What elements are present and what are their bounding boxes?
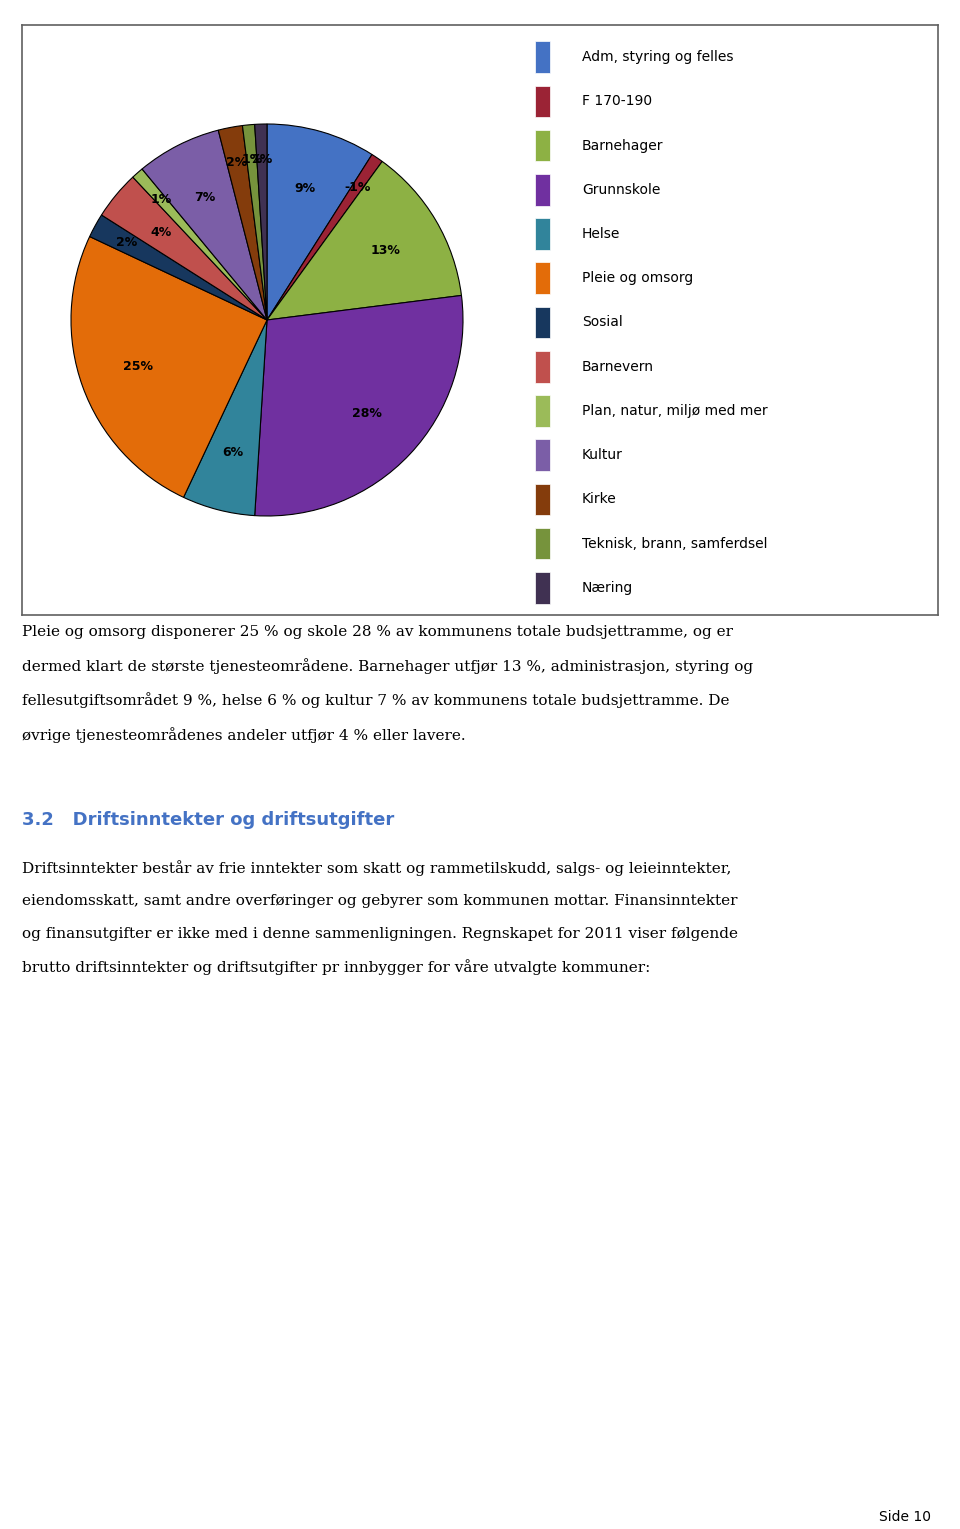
Bar xyxy=(535,439,550,471)
Bar xyxy=(535,130,550,162)
Text: Kirke: Kirke xyxy=(582,492,616,506)
Text: Side 10: Side 10 xyxy=(879,1511,931,1524)
Text: Grunnskole: Grunnskole xyxy=(582,183,660,197)
Text: 2%: 2% xyxy=(227,156,248,168)
Text: 2%: 2% xyxy=(115,235,136,249)
Bar xyxy=(535,307,550,338)
Text: Barnehager: Barnehager xyxy=(582,139,663,153)
Text: 1%: 1% xyxy=(150,193,171,206)
Text: Plan, natur, miljø med mer: Plan, natur, miljø med mer xyxy=(582,404,767,417)
Bar xyxy=(535,572,550,604)
Text: Helse: Helse xyxy=(582,226,620,242)
Text: 9%: 9% xyxy=(295,182,316,194)
Text: Barnevern: Barnevern xyxy=(582,359,654,373)
Bar xyxy=(535,41,550,73)
Text: 1%: 1% xyxy=(241,153,262,167)
Wedge shape xyxy=(254,124,267,320)
Bar xyxy=(535,86,550,118)
Wedge shape xyxy=(267,154,382,320)
Text: Sosial: Sosial xyxy=(582,315,622,330)
Wedge shape xyxy=(218,125,267,320)
Text: Driftsinntekter består av frie inntekter som skatt og rammetilskudd, salgs- og l: Driftsinntekter består av frie inntekter… xyxy=(22,859,738,976)
Text: 4%: 4% xyxy=(151,226,172,239)
Wedge shape xyxy=(71,237,267,497)
Text: Adm, styring og felles: Adm, styring og felles xyxy=(582,50,733,64)
Bar xyxy=(535,352,550,382)
Wedge shape xyxy=(142,130,267,320)
Text: Teknisk, brann, samferdsel: Teknisk, brann, samferdsel xyxy=(582,537,767,550)
Bar xyxy=(535,219,550,249)
Text: 1%: 1% xyxy=(252,153,273,165)
Text: -1%: -1% xyxy=(344,180,371,194)
Text: 6%: 6% xyxy=(223,446,244,459)
Wedge shape xyxy=(183,320,267,515)
Text: Pleie og omsorg disponerer 25 % og skole 28 % av kommunens totale budsjettramme,: Pleie og omsorg disponerer 25 % og skole… xyxy=(22,625,754,743)
Wedge shape xyxy=(243,124,267,320)
Bar xyxy=(535,528,550,560)
Wedge shape xyxy=(254,295,463,515)
Text: 28%: 28% xyxy=(352,407,382,420)
Wedge shape xyxy=(267,162,462,320)
Text: 3.2   Driftsinntekter og driftsutgifter: 3.2 Driftsinntekter og driftsutgifter xyxy=(22,810,395,829)
Text: Pleie og omsorg: Pleie og omsorg xyxy=(582,271,693,286)
Text: 13%: 13% xyxy=(371,243,400,257)
Text: Kultur: Kultur xyxy=(582,448,623,462)
Wedge shape xyxy=(102,177,267,320)
Text: Næring: Næring xyxy=(582,581,633,595)
Text: 7%: 7% xyxy=(194,191,215,205)
Text: 25%: 25% xyxy=(123,359,153,373)
Text: F 170-190: F 170-190 xyxy=(582,95,652,109)
Wedge shape xyxy=(267,124,372,320)
Wedge shape xyxy=(89,216,267,320)
Bar xyxy=(535,263,550,294)
Bar xyxy=(535,483,550,515)
Wedge shape xyxy=(132,170,267,320)
Bar xyxy=(535,394,550,427)
Bar xyxy=(535,174,550,205)
